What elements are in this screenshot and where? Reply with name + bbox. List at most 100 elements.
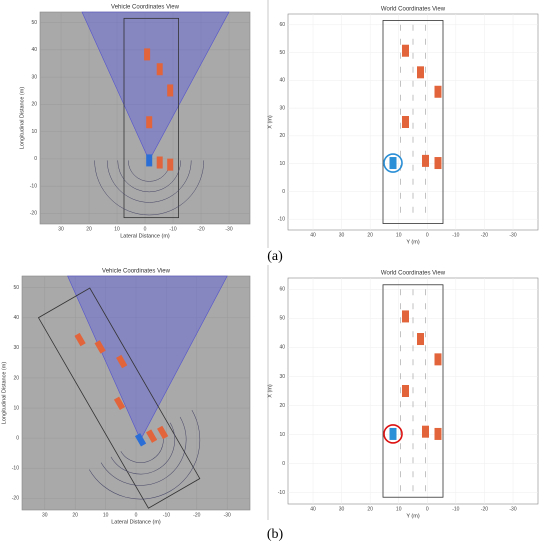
- y-tick-label: 60: [279, 287, 285, 293]
- vehicle: [417, 333, 424, 346]
- x-tick-label: 30: [42, 512, 48, 518]
- ego-marker: [383, 424, 403, 444]
- x-tick-label: 30: [339, 506, 345, 512]
- y-tick-label: -20: [12, 496, 19, 502]
- y-tick-label: 50: [279, 316, 285, 322]
- x-tick-label: 20: [86, 226, 92, 232]
- y-tick-label: 20: [279, 133, 285, 139]
- y-tick-label: 20: [279, 403, 285, 409]
- x-tick-label: 0: [426, 506, 429, 512]
- x-tick-label: -10: [169, 226, 176, 232]
- x-tick-label: 20: [367, 506, 373, 512]
- x-tick-label: -10: [452, 232, 459, 238]
- x-tick-label: -20: [481, 232, 488, 238]
- sensor-cone: [81, 11, 230, 162]
- x-tick-label: -10: [452, 506, 459, 512]
- x-tick-label: 40: [310, 506, 316, 512]
- ego-vehicle: [389, 427, 397, 440]
- road-outline: [37, 287, 201, 509]
- x-tick-label: 30: [58, 226, 64, 232]
- x-tick-label: -30: [224, 512, 231, 518]
- vehicle: [156, 156, 163, 169]
- x-tick-label: -30: [225, 226, 232, 232]
- x-tick-label: 10: [114, 226, 120, 232]
- y-axis-label: X (m): [267, 115, 273, 129]
- vehicle: [94, 340, 106, 354]
- y-tick-label: -10: [30, 183, 37, 189]
- y-tick-label: 0: [16, 435, 19, 441]
- coverage-arc: [100, 416, 187, 486]
- road: [94, 17, 205, 219]
- panel-title: World Coordinates View: [381, 7, 446, 13]
- x-axis-label: Lateral Distance (m): [120, 233, 170, 239]
- x-axis-label: Y (m): [406, 513, 420, 519]
- x-tick-label: 10: [103, 512, 109, 518]
- y-tick-label: 10: [13, 405, 19, 411]
- y-axis-label: Longitudinal Distance (m): [1, 362, 7, 425]
- y-tick-label: 40: [279, 345, 285, 351]
- caption: (a): [267, 249, 283, 264]
- road-outline: [382, 20, 444, 224]
- y-tick-label: 0: [282, 189, 285, 195]
- ego-vehicle: [134, 433, 147, 447]
- y-tick-label: -10: [278, 217, 285, 223]
- y-tick-label: 30: [279, 374, 285, 380]
- x-axis-label: Lateral Distance (m): [111, 519, 161, 525]
- vehicle: [167, 158, 174, 171]
- vehicle: [113, 396, 126, 411]
- x-tick-label: -20: [193, 512, 200, 518]
- coverage-arc: [106, 160, 192, 203]
- x-tick-label: 10: [396, 506, 402, 512]
- vehicle: [402, 310, 409, 323]
- x-tick-label: -30: [509, 232, 516, 238]
- y-tick-label: 30: [279, 105, 285, 111]
- caption: (b): [267, 527, 284, 542]
- coverage-arc: [117, 160, 181, 193]
- y-axis-label: X (m): [267, 384, 273, 398]
- vehicle: [146, 116, 153, 129]
- road: [37, 287, 201, 509]
- x-tick-label: -20: [481, 506, 488, 512]
- y-tick-label: 40: [13, 315, 19, 321]
- coverage-arc: [110, 422, 176, 475]
- vehicle: [434, 157, 442, 170]
- vehicle: [116, 354, 128, 369]
- x-tick-label: -20: [197, 226, 204, 232]
- y-tick-label: 50: [31, 20, 37, 26]
- x-tick-label: 30: [339, 232, 345, 238]
- x-tick-label: 0: [426, 232, 429, 238]
- vehicle: [144, 48, 151, 61]
- panel-title: Vehicle Coordinates View: [102, 269, 171, 275]
- vehicle: [402, 44, 409, 57]
- x-axis-label: Y (m): [406, 239, 420, 245]
- coverage-arc: [94, 160, 205, 216]
- y-tick-label: 40: [279, 78, 285, 84]
- y-tick-label: -10: [12, 466, 19, 472]
- y-tick-label: 20: [13, 375, 19, 381]
- x-tick-label: -30: [509, 506, 516, 512]
- ego-vehicle: [389, 157, 397, 170]
- vehicle: [434, 353, 442, 366]
- panel-title: World Coordinates View: [381, 271, 446, 277]
- x-tick-label: 0: [135, 512, 138, 518]
- vehicle: [167, 84, 174, 97]
- vehicle: [146, 429, 158, 443]
- vehicle: [402, 385, 409, 397]
- ego-marker: [383, 153, 403, 173]
- y-tick-label: 0: [34, 156, 37, 162]
- y-tick-label: 50: [279, 50, 285, 56]
- y-tick-label: 60: [279, 22, 285, 28]
- y-axis-label: Longitudinal Distance (m): [19, 87, 25, 150]
- vehicle: [422, 425, 429, 438]
- y-tick-label: 30: [13, 345, 19, 351]
- panel-title: Vehicle Coordinates View: [111, 5, 180, 11]
- y-tick-label: 10: [31, 129, 37, 135]
- x-tick-label: 40: [310, 232, 316, 238]
- y-tick-label: 50: [13, 285, 19, 291]
- y-tick-label: 40: [31, 47, 37, 53]
- x-tick-label: 20: [367, 232, 373, 238]
- vehicle: [157, 425, 169, 440]
- road-outline: [382, 284, 444, 498]
- y-tick-label: 0: [282, 461, 285, 467]
- vehicle: [434, 85, 442, 98]
